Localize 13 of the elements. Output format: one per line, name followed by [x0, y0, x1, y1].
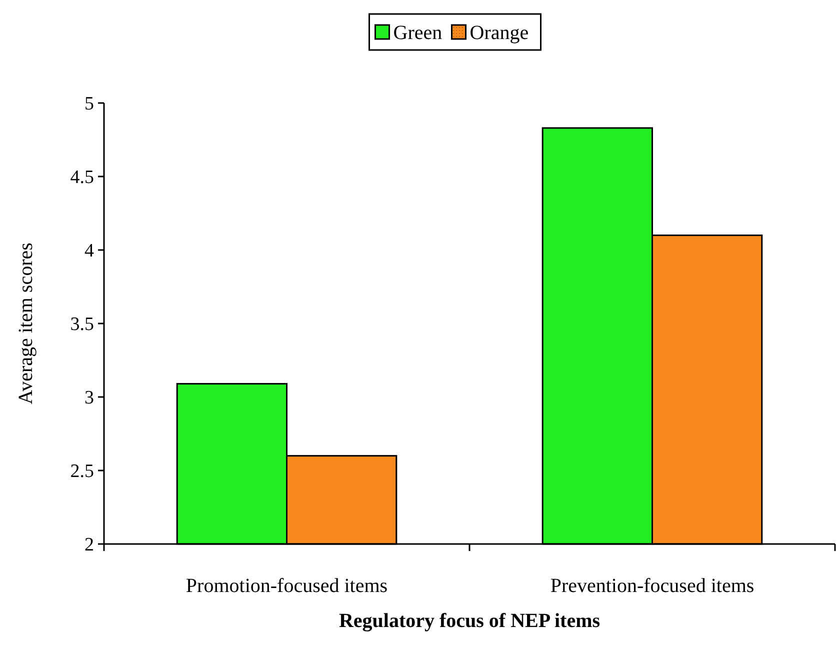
y-tick-label: 2	[84, 534, 94, 556]
legend-label: Green	[393, 22, 442, 44]
x-tick-label: Promotion-focused items	[186, 575, 388, 597]
x-tick-label: Prevention-focused items	[550, 575, 754, 597]
y-tick-label: 4.5	[70, 167, 94, 188]
text: Orange	[470, 22, 529, 44]
y-axis-title: Average item scores	[15, 242, 37, 404]
y-tick-label: 3.5	[70, 314, 94, 336]
y-tick-label: 5	[84, 94, 94, 115]
y-tick-label: 3	[84, 388, 94, 409]
y-tick-label: 2.5	[70, 461, 94, 482]
y-tick-label: 4	[84, 240, 94, 262]
x-axis-title: Regulatory focus of NEP items	[338, 610, 600, 632]
